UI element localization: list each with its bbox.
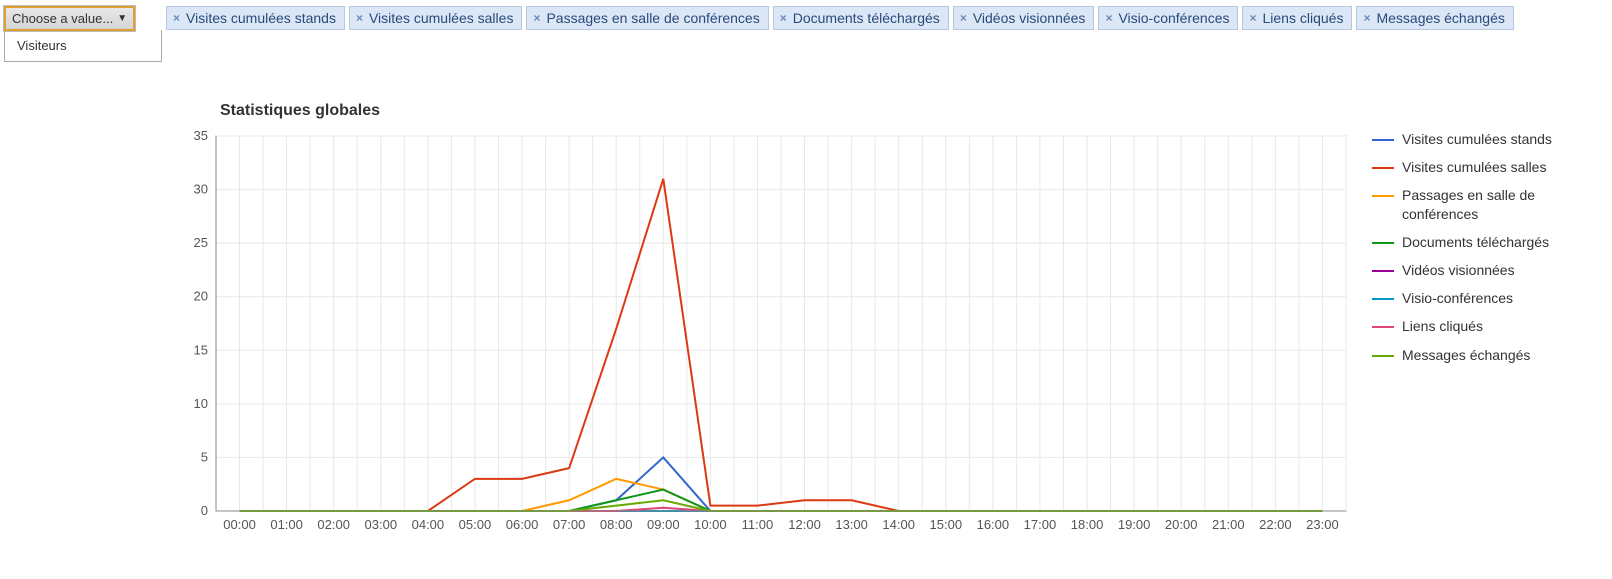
filter-tag-label: Passages en salle de conférences — [546, 10, 759, 26]
filter-tag-label: Messages échangés — [1376, 10, 1504, 26]
legend-item[interactable]: Documents téléchargés — [1372, 233, 1572, 251]
y-tick-label: 25 — [194, 235, 208, 250]
legend-swatch — [1372, 298, 1394, 300]
legend-item[interactable]: Passages en salle de conférences — [1372, 186, 1572, 222]
x-tick-label: 08:00 — [600, 517, 633, 532]
legend-label: Visites cumulées stands — [1402, 130, 1552, 148]
filter-tag[interactable]: × Documents téléchargés — [773, 6, 949, 30]
x-tick-label: 06:00 — [506, 517, 539, 532]
legend-label: Messages échangés — [1402, 346, 1530, 364]
choose-value-dropdown[interactable]: Choose a value... ▼ — [4, 6, 135, 31]
choose-value-label: Choose a value... — [12, 11, 113, 26]
chevron-down-icon: ▼ — [117, 13, 127, 24]
x-tick-label: 00:00 — [223, 517, 256, 532]
filter-tag-label: Vidéos visionnées — [973, 10, 1086, 26]
x-tick-label: 07:00 — [553, 517, 586, 532]
legend-swatch — [1372, 167, 1394, 169]
legend-swatch — [1372, 139, 1394, 141]
x-tick-label: 01:00 — [270, 517, 303, 532]
legend-swatch — [1372, 355, 1394, 357]
chart-container: Statistiques globales 0 5 10 15 20 25 30 35 00:0… — [180, 102, 1612, 542]
legend-label: Visio-conférences — [1402, 289, 1513, 307]
filter-tag[interactable]: × Messages échangés — [1356, 6, 1513, 30]
filter-row: Choose a value... ▼ Visiteurs × Visites c… — [0, 0, 1612, 62]
chart-title: Statistiques globales — [220, 102, 1612, 120]
filter-tag[interactable]: × Visites cumulées stands — [166, 6, 345, 30]
filter-tag[interactable]: × Liens cliqués — [1242, 6, 1352, 30]
x-tick-label: 21:00 — [1212, 517, 1245, 532]
x-tick-label: 19:00 — [1118, 517, 1151, 532]
y-tick-label: 0 — [201, 503, 208, 518]
y-tick-label: 35 — [194, 130, 208, 143]
y-tick-label: 10 — [194, 396, 208, 411]
filter-tag-label: Visites cumulées salles — [369, 10, 513, 26]
x-tick-label: 12:00 — [788, 517, 821, 532]
legend-item[interactable]: Visio-conférences — [1372, 289, 1572, 307]
filter-tag-label: Documents téléchargés — [793, 10, 940, 26]
choose-value-option[interactable]: Visiteurs — [5, 30, 161, 61]
x-tick-label: 22:00 — [1259, 517, 1292, 532]
value-selector: Choose a value... ▼ Visiteurs — [4, 6, 162, 62]
close-icon[interactable]: × — [356, 11, 363, 25]
x-tick-label: 18:00 — [1071, 517, 1104, 532]
legend-item[interactable]: Visites cumulées stands — [1372, 130, 1572, 148]
legend-item[interactable]: Messages échangés — [1372, 346, 1572, 364]
legend-swatch — [1372, 326, 1394, 328]
x-tick-label: 23:00 — [1306, 517, 1339, 532]
chart-svg: 0 5 10 15 20 25 30 35 00:00 01:00 02:00 03:00 04:00 0… — [180, 130, 1352, 539]
close-icon[interactable]: × — [533, 11, 540, 25]
filter-tag[interactable]: × Visio-conférences — [1098, 6, 1238, 30]
close-icon[interactable]: × — [960, 11, 967, 25]
legend-label: Visites cumulées salles — [1402, 158, 1546, 176]
choose-value-menu: Visiteurs — [4, 30, 162, 62]
x-tick-label: 02:00 — [317, 517, 350, 532]
x-tick-label: 20:00 — [1165, 517, 1198, 532]
close-icon[interactable]: × — [1105, 11, 1112, 25]
x-tick-label: 13:00 — [835, 517, 868, 532]
legend-swatch — [1372, 195, 1394, 197]
close-icon[interactable]: × — [173, 11, 180, 25]
x-tick-label: 05:00 — [459, 517, 492, 532]
legend-item[interactable]: Liens cliqués — [1372, 317, 1572, 335]
x-tick-label: 09:00 — [647, 517, 680, 532]
filter-tag-label: Visio-conférences — [1118, 10, 1229, 26]
filter-tag[interactable]: × Visites cumulées salles — [349, 6, 523, 30]
legend-label: Documents téléchargés — [1402, 233, 1549, 251]
y-tick-label: 15 — [194, 342, 208, 357]
filter-tag-label: Liens cliqués — [1263, 10, 1344, 26]
filter-tag[interactable]: × Vidéos visionnées — [953, 6, 1095, 30]
close-icon[interactable]: × — [1249, 11, 1256, 25]
x-tick-label: 11:00 — [742, 517, 774, 532]
legend-label: Passages en salle de conférences — [1402, 186, 1572, 222]
x-tick-label: 03:00 — [365, 517, 398, 532]
x-tick-label: 10:00 — [694, 517, 727, 532]
chart-legend: Visites cumulées stands Visites cumulées … — [1372, 130, 1572, 374]
legend-item[interactable]: Vidéos visionnées — [1372, 261, 1572, 279]
legend-label: Liens cliqués — [1402, 317, 1483, 335]
chart-plot: 0 5 10 15 20 25 30 35 00:00 01:00 02:00 03:00 04:00 0… — [180, 130, 1352, 542]
x-tick-label: 15:00 — [930, 517, 963, 532]
x-tick-label: 17:00 — [1024, 517, 1057, 532]
x-tick-label: 14:00 — [882, 517, 915, 532]
filter-tag-label: Visites cumulées stands — [186, 10, 336, 26]
close-icon[interactable]: × — [1363, 11, 1370, 25]
x-tick-label: 16:00 — [977, 517, 1010, 532]
filter-tag[interactable]: × Passages en salle de conférences — [526, 6, 768, 30]
x-tick-label: 04:00 — [412, 517, 445, 532]
legend-item[interactable]: Visites cumulées salles — [1372, 158, 1572, 176]
legend-swatch — [1372, 270, 1394, 272]
legend-label: Vidéos visionnées — [1402, 261, 1515, 279]
legend-swatch — [1372, 242, 1394, 244]
y-tick-label: 5 — [201, 449, 208, 464]
close-icon[interactable]: × — [780, 11, 787, 25]
y-tick-label: 30 — [194, 182, 208, 197]
y-tick-label: 20 — [194, 289, 208, 304]
